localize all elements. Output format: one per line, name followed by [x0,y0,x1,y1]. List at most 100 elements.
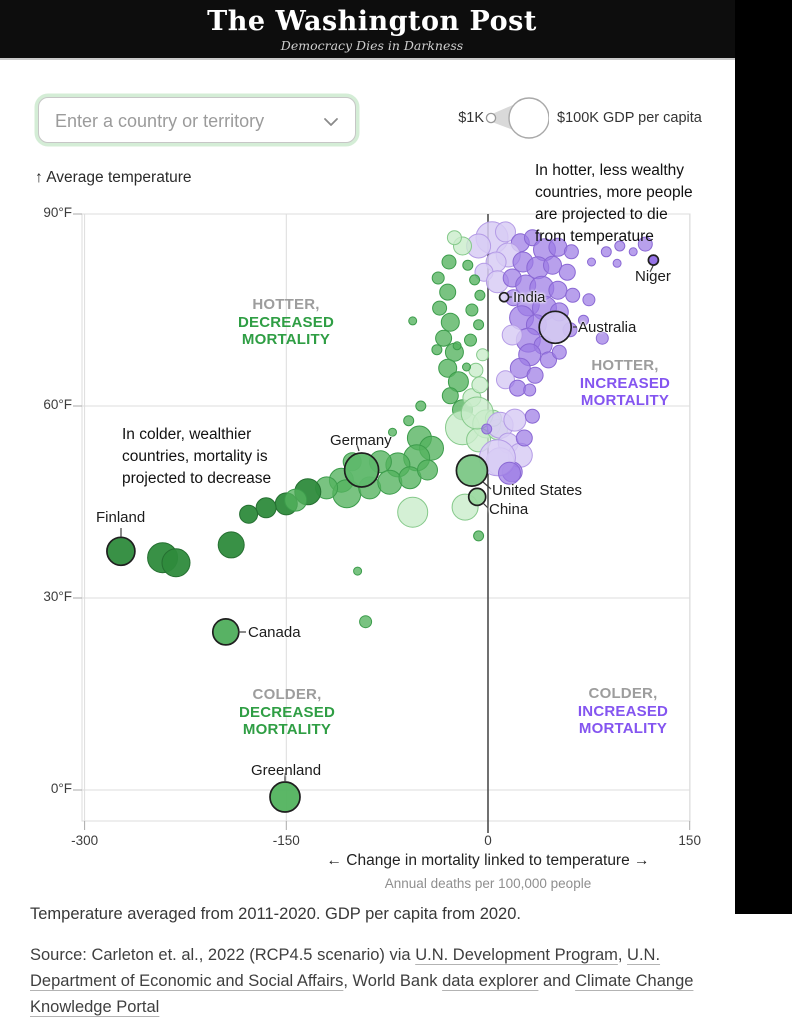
bubble[interactable] [446,230,462,246]
bubble[interactable] [469,274,481,286]
bubble[interactable] [637,236,653,252]
bubble[interactable] [503,408,527,432]
x-tick-label: -150 [272,833,300,848]
bubble-canada[interactable] [211,618,240,646]
bubble[interactable] [438,358,458,378]
bubble[interactable] [462,259,474,271]
bubble[interactable] [403,415,415,427]
bubble[interactable] [600,246,612,258]
y-tick-label: 0°F [50,781,72,796]
bubble[interactable] [509,379,527,397]
bubble[interactable] [563,244,579,260]
bubble[interactable] [523,383,537,397]
bubble[interactable] [447,371,469,393]
bubble[interactable] [501,324,523,346]
bubble[interactable] [551,344,567,360]
bubble[interactable] [415,400,427,412]
bubble[interactable] [476,348,490,362]
bubble[interactable] [284,488,308,512]
bubble-india[interactable] [498,291,510,303]
bubble[interactable] [578,314,589,326]
bubble[interactable] [377,469,403,495]
country-label-niger: Niger [635,268,671,285]
source-link[interactable]: U.N. Department of Economic and Social A… [30,946,661,990]
masthead-tagline: Democracy Dies in Darkness [280,38,464,53]
bubble[interactable] [558,263,576,281]
bubble[interactable] [408,316,418,326]
bubble-united-states[interactable] [455,454,489,487]
bubble[interactable] [495,221,516,243]
bubble[interactable] [359,615,373,629]
bubble[interactable] [435,329,453,347]
bubble-greenland[interactable] [269,781,301,813]
x-axis-label: ← Change in mortality linked to temperat… [326,852,650,869]
bubble[interactable] [582,293,596,307]
masthead-logo[interactable]: The Washington Post [207,6,537,37]
bubble[interactable] [612,258,622,268]
bubble[interactable] [388,427,397,437]
bubble[interactable] [439,283,457,301]
source-link[interactable]: Climate Change Knowledge Portal [30,972,694,1016]
source-text: and [538,972,576,990]
source-text: , World Bank [343,972,443,990]
bubble-size-legend-icon [485,97,549,139]
bubble[interactable] [255,497,277,519]
bubble[interactable] [543,255,562,275]
bubble[interactable] [239,504,259,524]
bubble[interactable] [524,408,540,424]
source-text: , [617,946,628,964]
leader-line [356,444,360,452]
bubble[interactable] [462,362,471,372]
chevron-down-icon[interactable] [323,117,339,127]
bubble[interactable] [417,459,438,481]
bubble[interactable] [468,362,484,378]
chart-annotation-1: In hotter, less wealthy countries, more … [535,162,693,245]
bubble[interactable] [473,319,485,331]
bubble[interactable] [481,423,493,435]
bubble[interactable] [397,496,429,528]
bubble[interactable] [474,289,486,301]
bubble[interactable] [595,331,609,345]
search-input[interactable] [53,104,317,138]
masthead-banner: The Washington Post Democracy Dies in Da… [0,0,792,60]
source-link[interactable]: data explorer [442,972,539,990]
bubble[interactable] [431,271,445,285]
bubble[interactable] [628,247,638,257]
source-link[interactable]: U.N. Development Program [415,946,618,964]
bubble[interactable] [548,280,568,300]
bubble[interactable] [540,351,557,369]
country-label-germany: Germany [330,432,392,449]
bubble[interactable] [464,333,477,347]
bubble[interactable] [509,357,531,379]
bubble-finland[interactable] [106,536,136,567]
bubble[interactable] [465,303,479,317]
bubble[interactable] [460,396,494,430]
bubble[interactable] [452,341,462,351]
bubble[interactable] [473,530,485,542]
country-label-greenland: Greenland [251,762,322,779]
bubble[interactable] [587,257,596,267]
country-search-combobox[interactable] [38,97,356,143]
bubble[interactable] [432,300,448,316]
x-tick-label: 150 [678,833,701,848]
bubble[interactable] [441,387,459,405]
bubble[interactable] [526,366,544,384]
x-axis-sublabel: Annual deaths per 100,000 people [384,876,592,891]
bubble[interactable] [431,344,443,356]
bubble-niger[interactable] [647,254,660,266]
bubble[interactable] [440,312,460,332]
bubble[interactable] [353,566,363,576]
bubble-germany[interactable] [343,452,380,488]
bubble[interactable] [515,429,533,447]
bubble[interactable] [217,531,245,559]
bubble[interactable] [161,548,191,578]
bubble[interactable] [565,287,581,303]
country-label-canada: Canada [248,624,301,641]
bubble-china[interactable] [467,487,487,507]
bubble[interactable] [614,240,626,252]
y-tick-label: 90°F [43,205,72,220]
bubble-australia[interactable] [538,310,573,345]
bubble[interactable] [471,376,489,394]
bubble[interactable] [441,254,457,270]
bubble[interactable] [498,461,521,485]
